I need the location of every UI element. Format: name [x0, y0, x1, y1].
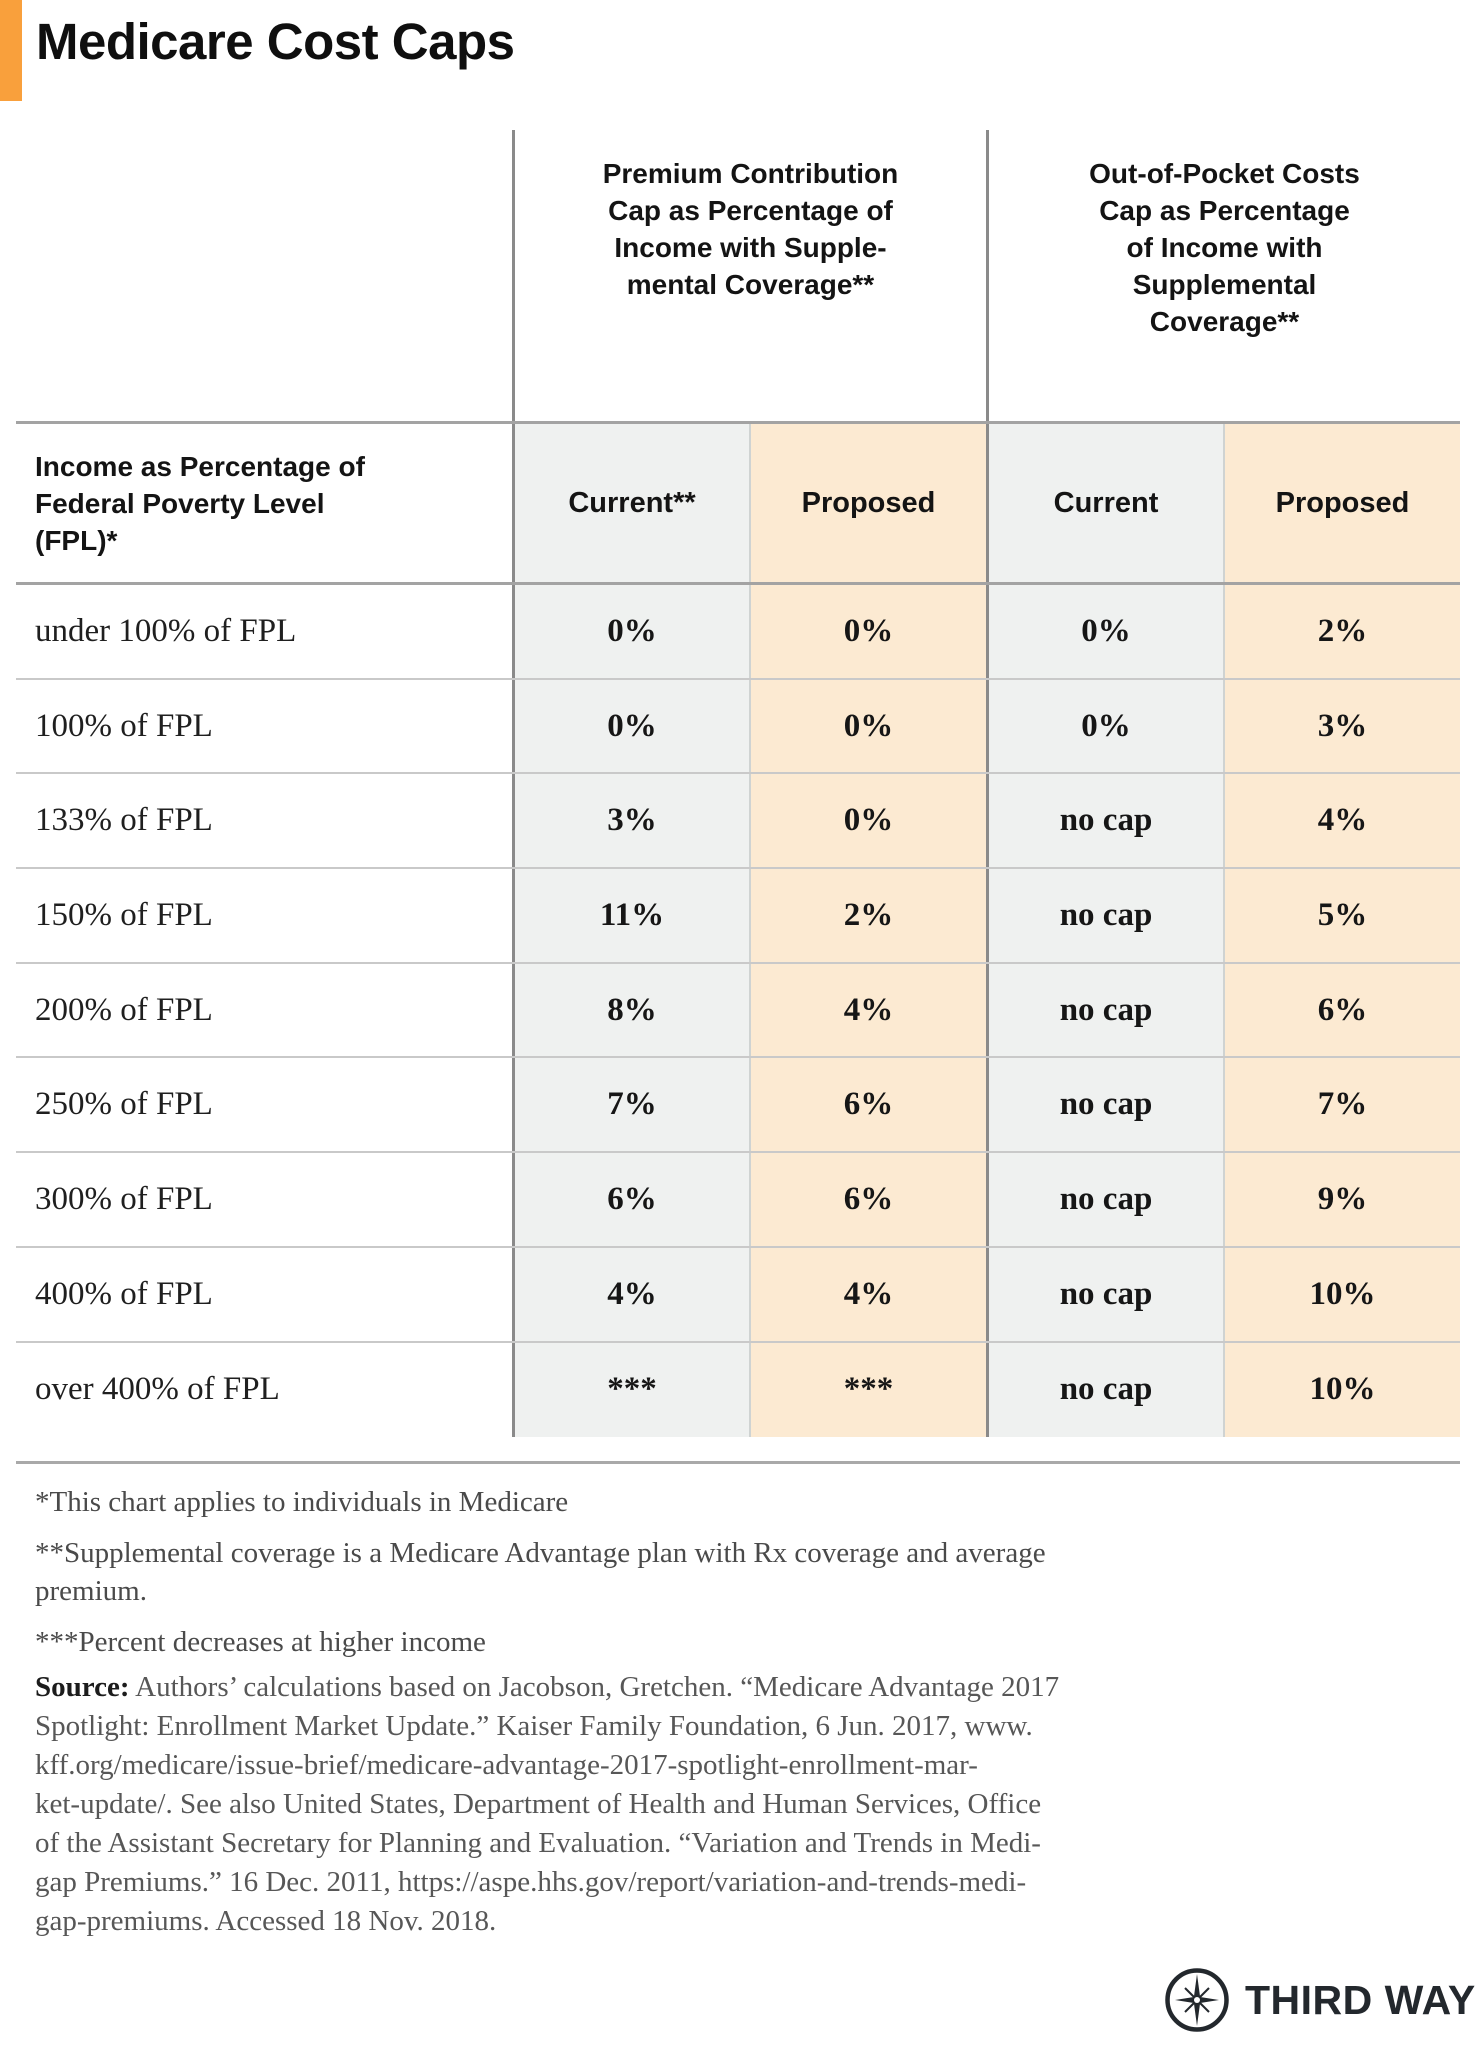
row-value: 0% [749, 774, 986, 868]
table-row: 300% of FPL 6% 6% no cap 9% [16, 1153, 1460, 1248]
medicare-cost-caps-table: Premium Contribution Cap as Percentage o… [16, 130, 1460, 1438]
row-value: 0% [512, 585, 749, 678]
table-body: under 100% of FPL 0% 0% 0% 2% 100% of FP… [16, 585, 1460, 1438]
row-value: 7% [1223, 1058, 1460, 1152]
row-value: 5% [1223, 869, 1460, 962]
row-label: under 100% of FPL [35, 612, 297, 649]
row-value: 7% [512, 1058, 749, 1152]
column-header-row: Income as Percentage of Federal Poverty … [16, 421, 1460, 585]
row-value: 0% [749, 679, 986, 773]
column-header-proposed-premium: Proposed [749, 424, 986, 582]
table-row: 100% of FPL 0% 0% 0% 3% [16, 679, 1460, 775]
row-value: no cap [986, 963, 1223, 1057]
compass-star-icon [1164, 1967, 1230, 2033]
footnote-individuals: *This chart applies to individuals in Me… [35, 1486, 569, 1518]
group-header-premium-contribution: Premium Contribution Cap as Percentage o… [512, 130, 986, 421]
row-value: 6% [1223, 963, 1460, 1057]
row-value: 0% [512, 679, 749, 773]
row-value: 0% [749, 585, 986, 678]
row-value: no cap [986, 1058, 1223, 1152]
row-value: no cap [986, 869, 1223, 962]
row-label: over 400% of FPL [35, 1371, 280, 1408]
table-row: 250% of FPL 7% 6% no cap 7% [16, 1058, 1460, 1154]
row-value: 0% [986, 585, 1223, 678]
row-value: 6% [749, 1058, 986, 1152]
row-label: 200% of FPL [35, 991, 213, 1028]
row-value: 6% [749, 1153, 986, 1246]
group-header-row: Premium Contribution Cap as Percentage o… [16, 130, 1460, 421]
footnotes-divider [16, 1461, 1460, 1464]
group-header-out-of-pocket: Out-of-Pocket Costs Cap as Percentage of… [986, 130, 1460, 421]
row-value: 6% [512, 1153, 749, 1246]
row-value: no cap [986, 774, 1223, 868]
row-value: no cap [986, 1342, 1223, 1438]
source-text: Authors’ calculations based on Jacobson,… [35, 1671, 1060, 1937]
row-value: 8% [512, 963, 749, 1057]
table-row: 400% of FPL 4% 4% no cap 10% [16, 1247, 1460, 1343]
row-value: 11% [512, 869, 749, 962]
row-value: 9% [1223, 1153, 1460, 1246]
row-label: 400% of FPL [35, 1275, 213, 1312]
third-way-logo: THIRD WAY [1164, 1967, 1476, 2033]
footnotes: *This chart applies to individuals in Me… [35, 1483, 1083, 1674]
column-header-proposed-oop: Proposed [1223, 424, 1460, 582]
row-value: no cap [986, 1247, 1223, 1341]
group-header-spacer [16, 130, 512, 421]
row-value: no cap [986, 1153, 1223, 1246]
row-value: 4% [749, 1247, 986, 1341]
row-label: 100% of FPL [35, 707, 213, 744]
row-value: 4% [1223, 774, 1460, 868]
column-header-current-oop: Current [986, 424, 1223, 582]
row-value: 0% [986, 679, 1223, 773]
row-label: 300% of FPL [35, 1180, 213, 1217]
row-value: 4% [512, 1247, 749, 1341]
table-row: under 100% of FPL 0% 0% 0% 2% [16, 585, 1460, 680]
row-value: *** [749, 1342, 986, 1438]
row-value: 2% [749, 869, 986, 962]
row-value: *** [512, 1342, 749, 1438]
source-label: Source: [35, 1671, 130, 1703]
row-value: 4% [749, 963, 986, 1057]
row-header-income-fpl: Income as Percentage of Federal Poverty … [35, 450, 365, 556]
table-row: 200% of FPL 8% 4% no cap 6% [16, 963, 1460, 1059]
footnote-percent-decreases: ***Percent decreases at higher income [35, 1626, 486, 1658]
column-header-current-premium: Current** [512, 424, 749, 582]
row-value: 2% [1223, 585, 1460, 678]
table-row: over 400% of FPL *** *** no cap 10% [16, 1342, 1460, 1438]
row-value: 3% [1223, 679, 1460, 773]
row-value: 10% [1223, 1247, 1460, 1341]
row-label: 150% of FPL [35, 896, 213, 933]
table-row: 133% of FPL 3% 0% no cap 4% [16, 774, 1460, 870]
table-row: 150% of FPL 11% 2% no cap 5% [16, 869, 1460, 964]
logo-text: THIRD WAY [1245, 1976, 1476, 2023]
row-value: 10% [1223, 1342, 1460, 1438]
row-value: 3% [512, 774, 749, 868]
footnote-supplemental: **Supplemental coverage is a Medicare Ad… [35, 1537, 1046, 1607]
source-paragraph: Source: Authors’ calculations based on J… [35, 1668, 1445, 1941]
row-label: 250% of FPL [35, 1086, 213, 1123]
row-label: 133% of FPL [35, 802, 213, 839]
page-title: Medicare Cost Caps [36, 13, 515, 70]
accent-bar [0, 0, 22, 101]
